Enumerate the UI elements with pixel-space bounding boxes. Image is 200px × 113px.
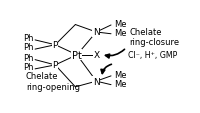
Text: Cl⁻, H⁺, GMP: Cl⁻, H⁺, GMP — [128, 51, 177, 60]
Text: ring-opening: ring-opening — [26, 82, 80, 91]
Text: Ph: Ph — [23, 53, 34, 62]
Text: Me: Me — [114, 79, 127, 88]
Text: P: P — [53, 41, 58, 50]
Text: Ph: Ph — [23, 43, 34, 52]
Text: Me: Me — [114, 70, 127, 79]
Text: ring-closure: ring-closure — [130, 38, 180, 47]
Text: Pt: Pt — [72, 50, 82, 60]
Text: N: N — [93, 77, 100, 86]
Text: N: N — [93, 28, 100, 37]
FancyArrowPatch shape — [105, 50, 125, 58]
FancyArrowPatch shape — [101, 65, 111, 74]
Text: Me: Me — [114, 29, 127, 38]
Text: Chelate: Chelate — [130, 27, 162, 36]
Text: Chelate: Chelate — [26, 72, 58, 81]
Text: X: X — [93, 51, 99, 60]
Text: Ph: Ph — [23, 34, 34, 43]
Text: Ph: Ph — [23, 63, 34, 72]
Text: P: P — [53, 61, 58, 70]
Text: Me: Me — [114, 20, 127, 29]
